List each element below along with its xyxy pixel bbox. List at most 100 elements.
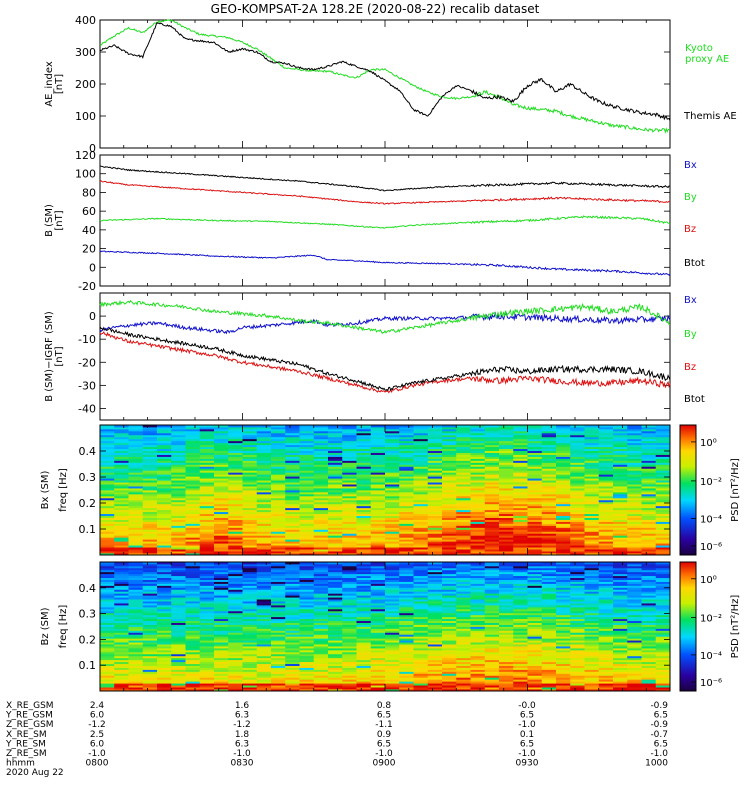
spectrogram-cell: [399, 605, 414, 608]
spectrogram-cell: [271, 612, 286, 616]
spectrogram-cell: [598, 529, 614, 532]
spectrogram-cell: [356, 428, 372, 432]
spectrogram-cell: [627, 519, 642, 522]
spectrogram-cell: [584, 511, 600, 515]
spectrogram-cell: [157, 636, 172, 639]
spectrogram-cell: [470, 657, 486, 661]
spectrogram-cell: [214, 583, 229, 586]
spectrogram-cell: [242, 649, 258, 653]
spectrogram-cell: [128, 616, 144, 620]
spectrogram-cell: [399, 444, 414, 448]
spectrogram-cell: [413, 595, 429, 598]
spectrogram-cell: [527, 655, 543, 659]
spectrogram-cell: [456, 425, 471, 428]
spectrogram-cell: [627, 551, 642, 554]
spectrogram-cell: [484, 478, 500, 481]
spectrogram-cell: [613, 432, 628, 436]
spectrogram-cell: [100, 642, 115, 645]
spectrogram-cell: [271, 529, 286, 532]
spectrogram-cell: [513, 657, 528, 661]
spectrogram-cell: [242, 446, 258, 450]
spectrogram-cell: [513, 638, 528, 641]
spectrogram-cell: [285, 616, 300, 620]
spectrogram-cell: [442, 636, 457, 639]
spectrogram-cell: [256, 547, 272, 550]
spectrogram-cell: [541, 541, 557, 544]
spectrogram-cell: [242, 517, 258, 520]
spectrogram-cell: [370, 527, 386, 530]
spectrogram-cell: [442, 610, 457, 614]
spectrogram-cell: [199, 683, 215, 686]
spectrogram-cell: [214, 497, 229, 501]
spectrogram-cell: [399, 507, 414, 511]
spectrogram-cell: [142, 436, 158, 440]
spectrogram-cell: [598, 464, 614, 467]
spectrogram-cell: [427, 472, 443, 475]
spectrogram-cell: [513, 614, 528, 618]
spectrogram-cell: [299, 681, 315, 684]
spectrogram-cell: [413, 622, 429, 625]
spectrogram-cell: [128, 681, 144, 684]
spectrogram-cell: [328, 665, 343, 668]
spectrogram-cell: [285, 551, 300, 554]
spectrogram-cell: [185, 618, 201, 622]
spectrogram-cell: [655, 452, 671, 455]
spectrogram-cell: [556, 490, 571, 493]
spectrogram-cell: [185, 464, 201, 467]
spectrogram-cell: [655, 476, 671, 479]
spectrogram-cell: [342, 663, 357, 666]
spectrogram-cell: [484, 493, 500, 497]
spectrogram-cell: [584, 533, 600, 536]
spectrogram-cell: [299, 535, 315, 538]
spectrogram-cell: [328, 527, 343, 530]
spectrogram-cell: [655, 430, 671, 434]
spectrogram-cell: [228, 549, 243, 552]
spectrogram-cell: [370, 501, 386, 505]
spectrogram-cell: [413, 430, 429, 434]
spectrogram-cell: [171, 569, 186, 573]
y-tick-label: 40: [82, 224, 96, 237]
spectrogram-cell: [256, 591, 272, 594]
spectrogram-cell: [527, 610, 543, 614]
spectrogram-cell: [370, 651, 386, 655]
spectrogram-cell: [271, 468, 286, 471]
spectrogram-cell: [342, 545, 357, 548]
spectrogram-cell: [513, 521, 528, 524]
spectrogram-cell: [413, 503, 429, 507]
spectrogram-cell: [157, 581, 172, 584]
spectrogram-cell: [128, 499, 144, 503]
spectrogram-cell: [413, 644, 429, 647]
spectrogram-cell: [370, 434, 386, 438]
spectrogram-cell: [513, 517, 528, 520]
spectrogram-cell: [342, 434, 357, 438]
spectrogram-cell: [427, 440, 443, 444]
spectrogram-cell: [627, 425, 642, 428]
spectrogram-cell: [342, 597, 357, 600]
spectrogram-cell: [541, 488, 557, 491]
spectrogram-cell: [570, 517, 585, 520]
spectrogram-cell: [342, 478, 357, 481]
spectrogram-cell: [370, 661, 386, 665]
spectrogram-cell: [598, 523, 614, 526]
spectrogram-cell: [313, 541, 329, 544]
spectrogram-cell: [570, 470, 585, 473]
spectrogram-cell: [100, 464, 115, 467]
spectrogram-cell: [114, 589, 129, 592]
spectrogram-cell: [456, 464, 471, 467]
spectrogram-cell: [385, 575, 400, 579]
spectrogram-cell: [256, 452, 272, 455]
spectrogram-cell: [584, 474, 600, 477]
spectrogram-cell: [185, 601, 201, 604]
spectrogram-cell: [242, 533, 258, 536]
spectrogram-cell: [584, 478, 600, 481]
spectrogram-cell: [171, 470, 186, 473]
spectrogram-cell: [199, 667, 215, 670]
spectrogram-cell: [484, 482, 500, 485]
spectrogram-cell: [171, 612, 186, 616]
spectrogram-cell: [142, 462, 158, 465]
spectrogram-cell: [199, 466, 215, 469]
spectrogram-cell: [356, 569, 372, 573]
spectrogram-cell: [570, 495, 585, 499]
spectrogram-cell: [256, 661, 272, 665]
spectrogram-cell: [242, 673, 258, 676]
